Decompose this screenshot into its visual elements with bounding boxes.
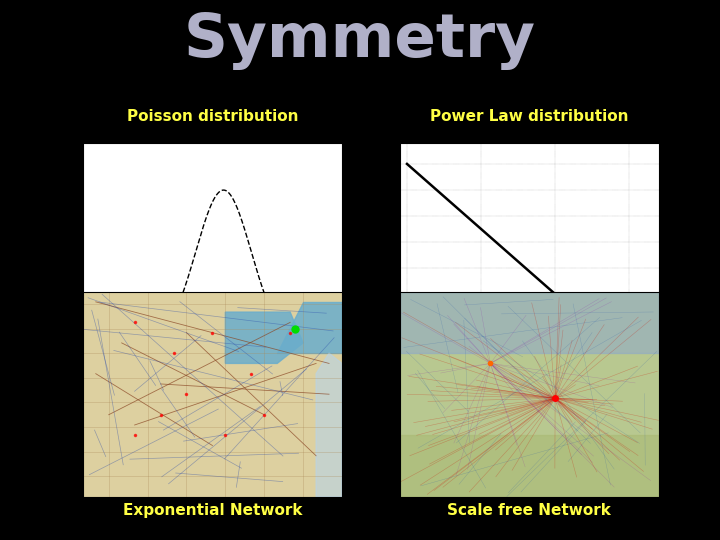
Polygon shape (225, 312, 303, 363)
X-axis label: k: k (526, 377, 533, 390)
Polygon shape (316, 353, 342, 497)
Y-axis label: P(k): P(k) (71, 240, 81, 262)
Text: Power Law distribution: Power Law distribution (430, 109, 629, 124)
X-axis label: k: k (209, 361, 216, 374)
Text: $\langle k \rangle$: $\langle k \rangle$ (229, 305, 247, 320)
Polygon shape (400, 292, 659, 353)
Text: Symmetry: Symmetry (184, 11, 536, 70)
Polygon shape (400, 435, 659, 497)
Polygon shape (277, 302, 342, 353)
Text: Scale free Network: Scale free Network (447, 503, 611, 518)
Text: Poisson distribution: Poisson distribution (127, 109, 298, 124)
Text: Exponential Network: Exponential Network (122, 503, 302, 518)
Y-axis label: P(k): P(k) (351, 240, 361, 262)
